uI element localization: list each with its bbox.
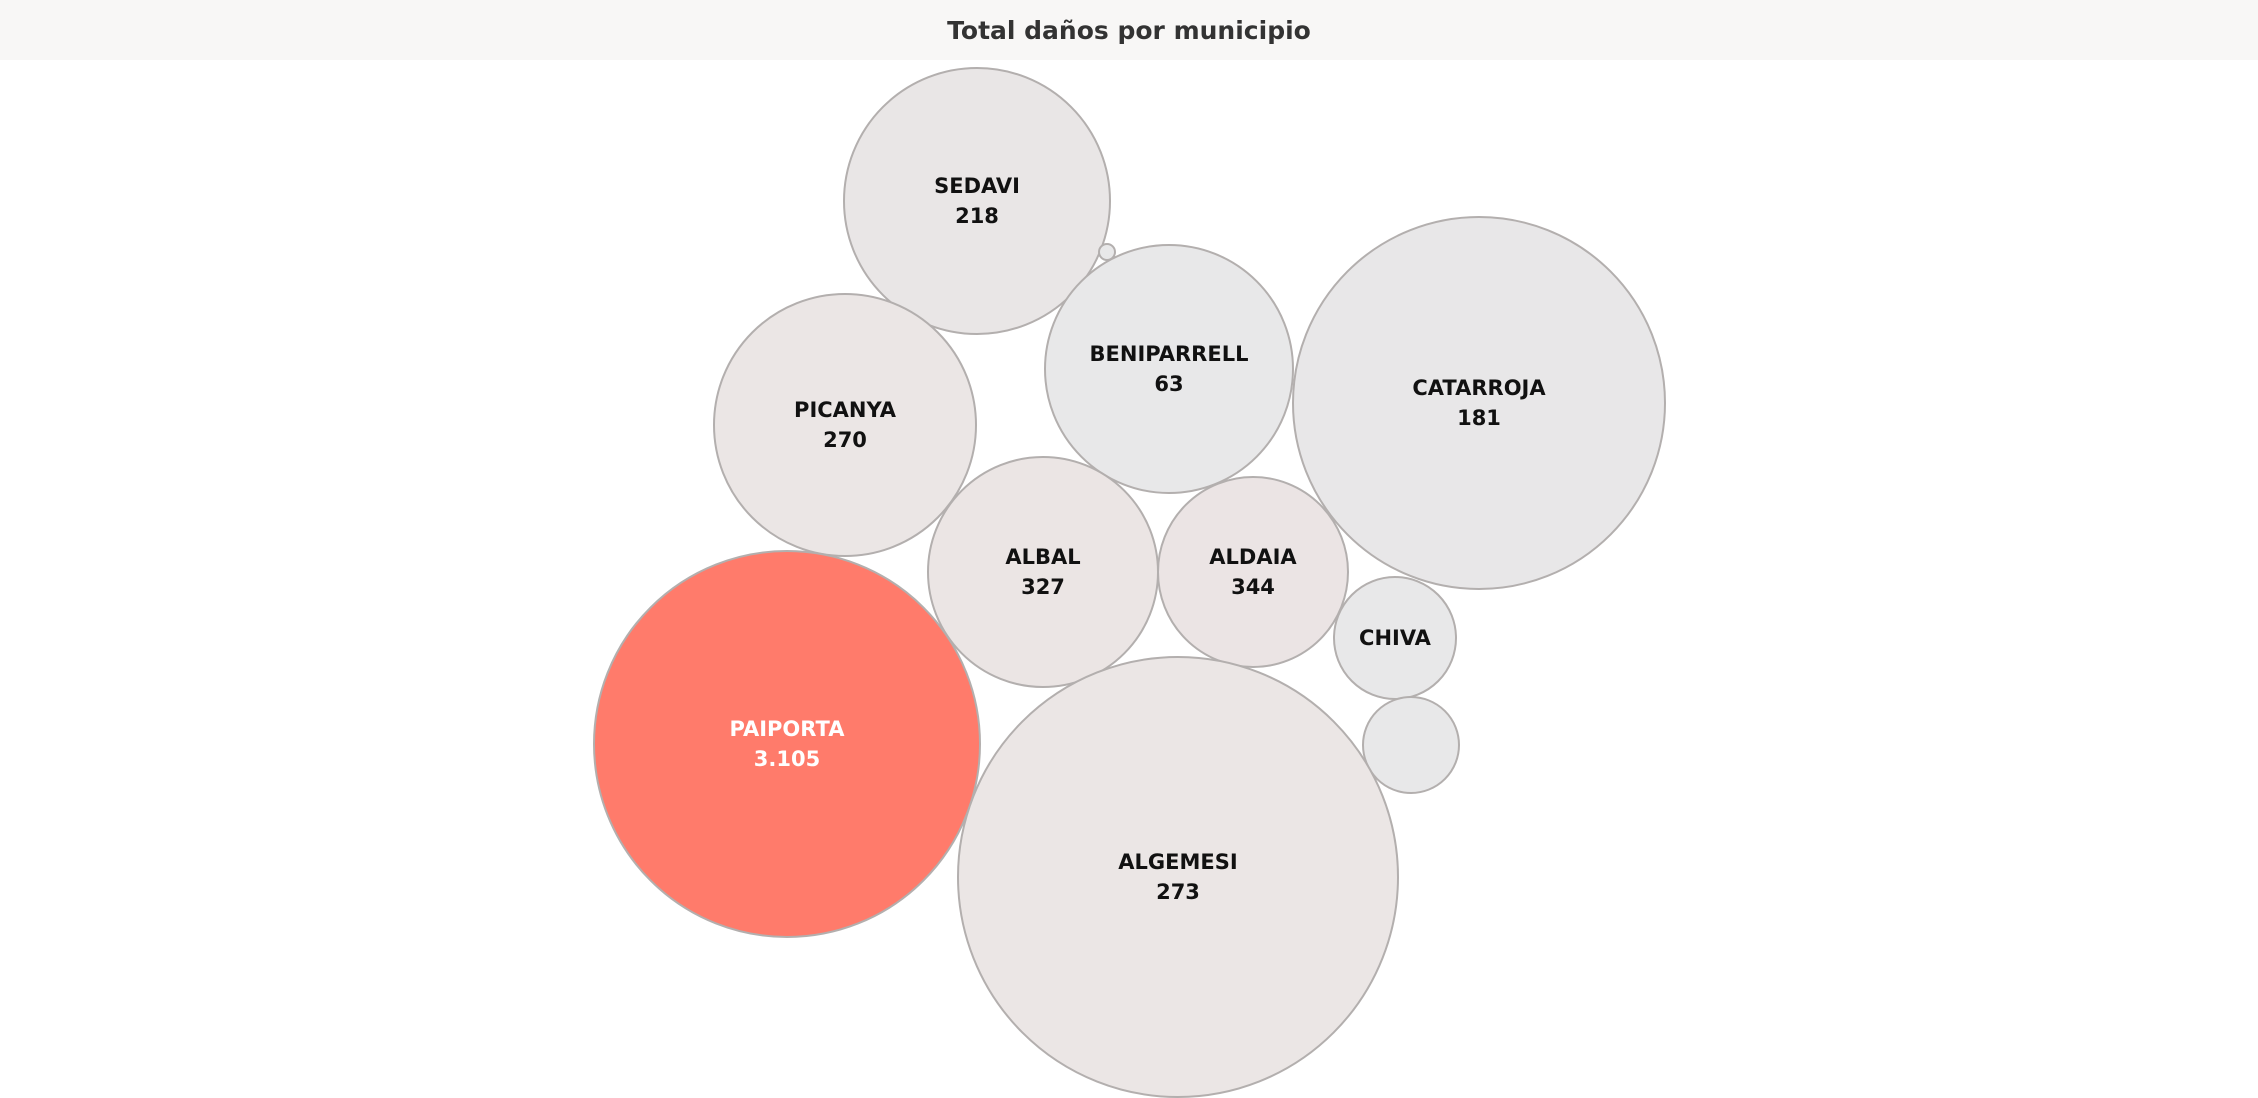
bubble-label-picanya: PICANYA (794, 398, 897, 422)
bubble-unlabeled-7[interactable] (1362, 696, 1460, 794)
bubble-label-catarroja: CATARROJA (1412, 376, 1546, 400)
bubble-value-sedavi: 218 (955, 204, 999, 228)
bubble-label-aldaia: ALDAIA (1209, 545, 1297, 569)
bubble-label-paiporta: PAIPORTA (730, 717, 846, 741)
bubble-value-algemesi: 273 (1156, 880, 1200, 904)
bubble-aldaia[interactable] (1157, 476, 1349, 668)
bubble-value-paiporta: 3.105 (754, 747, 820, 771)
chart-title-bar: Total daños por municipio (0, 0, 2258, 60)
chart-title: Total daños por municipio (947, 15, 1311, 45)
bubble-value-beniparrell: 63 (1154, 372, 1183, 396)
bubble-paiporta[interactable] (593, 550, 981, 938)
bubble-value-catarroja: 181 (1457, 406, 1501, 430)
bubble-sedavi[interactable] (843, 67, 1111, 335)
bubble-unlabeled-10[interactable] (1098, 243, 1116, 261)
bubble-value-picanya: 270 (823, 428, 867, 452)
bubble-label-algemesi: ALGEMESI (1118, 850, 1237, 874)
bubble-value-albal: 327 (1021, 575, 1065, 599)
bubble-picanya[interactable] (713, 293, 977, 557)
bubble-algemesi[interactable] (957, 656, 1399, 1098)
bubble-label-chiva: CHIVA (1359, 626, 1432, 650)
bubble-label-albal: ALBAL (1005, 545, 1080, 569)
bubble-catarroja[interactable] (1292, 216, 1666, 590)
bubble-label-beniparrell: BENIPARRELL (1090, 342, 1249, 366)
bubble-beniparrell[interactable] (1044, 244, 1294, 494)
bubble-label-sedavi: SEDAVI (934, 174, 1020, 198)
bubble-albal[interactable] (927, 456, 1159, 688)
bubble-value-aldaia: 344 (1231, 575, 1275, 599)
